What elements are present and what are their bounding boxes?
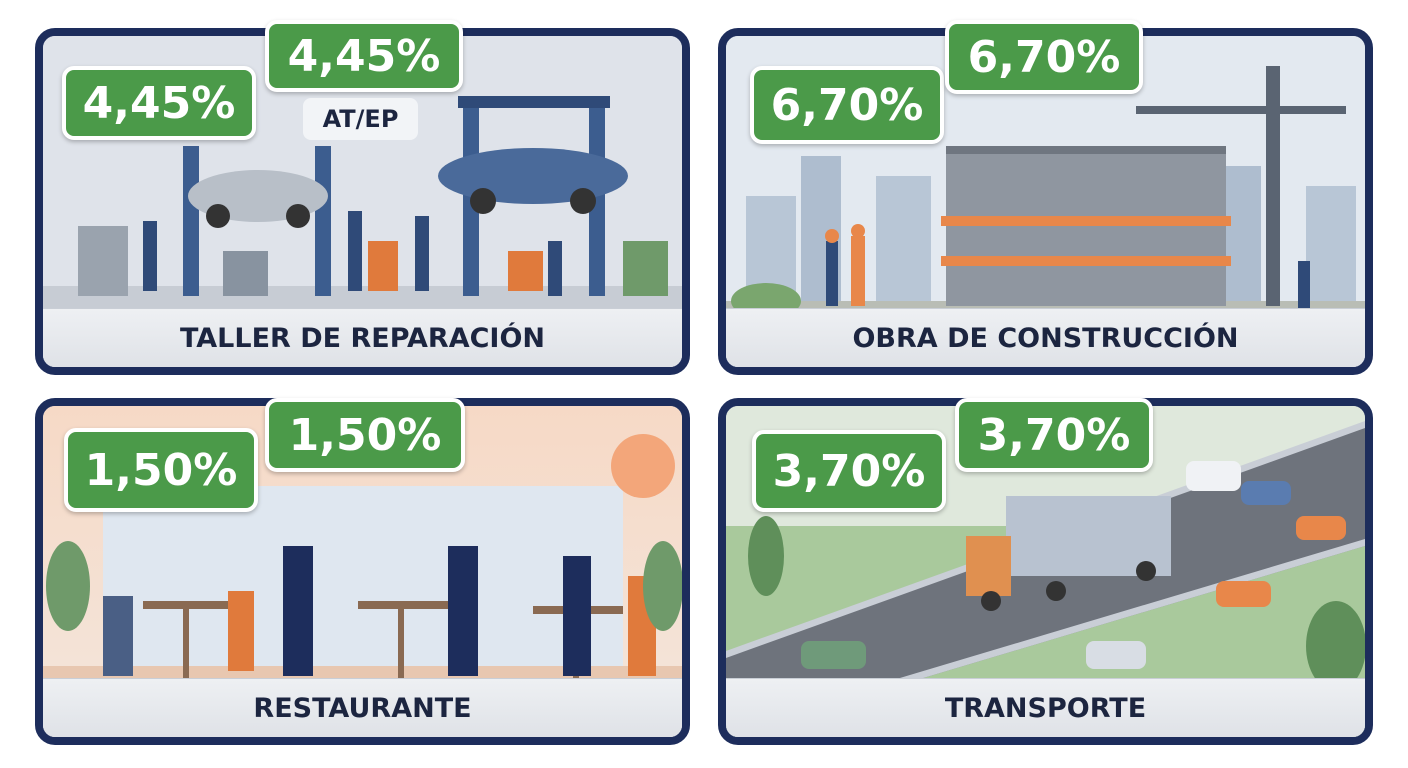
rate-badge: 4,45% [62,66,256,140]
tag: AT/EP [303,98,418,140]
panel-title: TRANSPORTE [726,678,1365,737]
panel-title: RESTAURANTE [43,678,682,737]
rate-badge: 1,50% [64,428,258,512]
rate-badge: 1,50% [265,398,465,472]
rate-badge: 3,70% [955,398,1153,472]
panel-transport: TRANSPORTE [718,398,1373,745]
rate-badge: 3,70% [752,430,946,512]
panel-title: OBRA DE CONSTRUCCIÓN [726,308,1365,367]
rate-badge: 6,70% [750,66,944,144]
panel-title: TALLER DE REPARACIÓN [43,308,682,367]
rate-badge: 6,70% [945,20,1143,94]
rate-badge: 4,45% [265,20,463,92]
